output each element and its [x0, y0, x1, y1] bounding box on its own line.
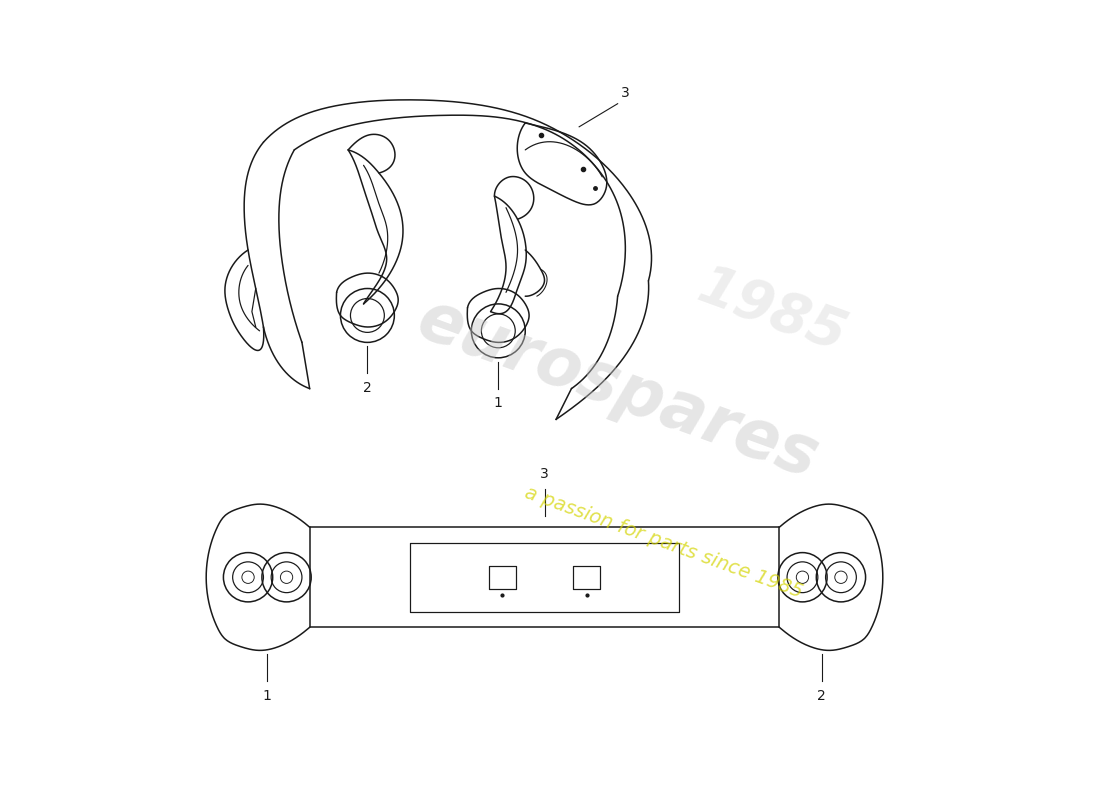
Text: 1: 1: [494, 396, 503, 410]
Text: 1985: 1985: [690, 260, 854, 363]
Text: 1: 1: [263, 689, 272, 703]
Text: 2: 2: [363, 381, 372, 395]
Text: eurospares: eurospares: [408, 286, 827, 492]
Text: 3: 3: [621, 86, 629, 100]
Text: 2: 2: [817, 689, 826, 703]
Text: a passion for parts since 1985: a passion for parts since 1985: [522, 483, 805, 602]
Text: 3: 3: [540, 467, 549, 481]
